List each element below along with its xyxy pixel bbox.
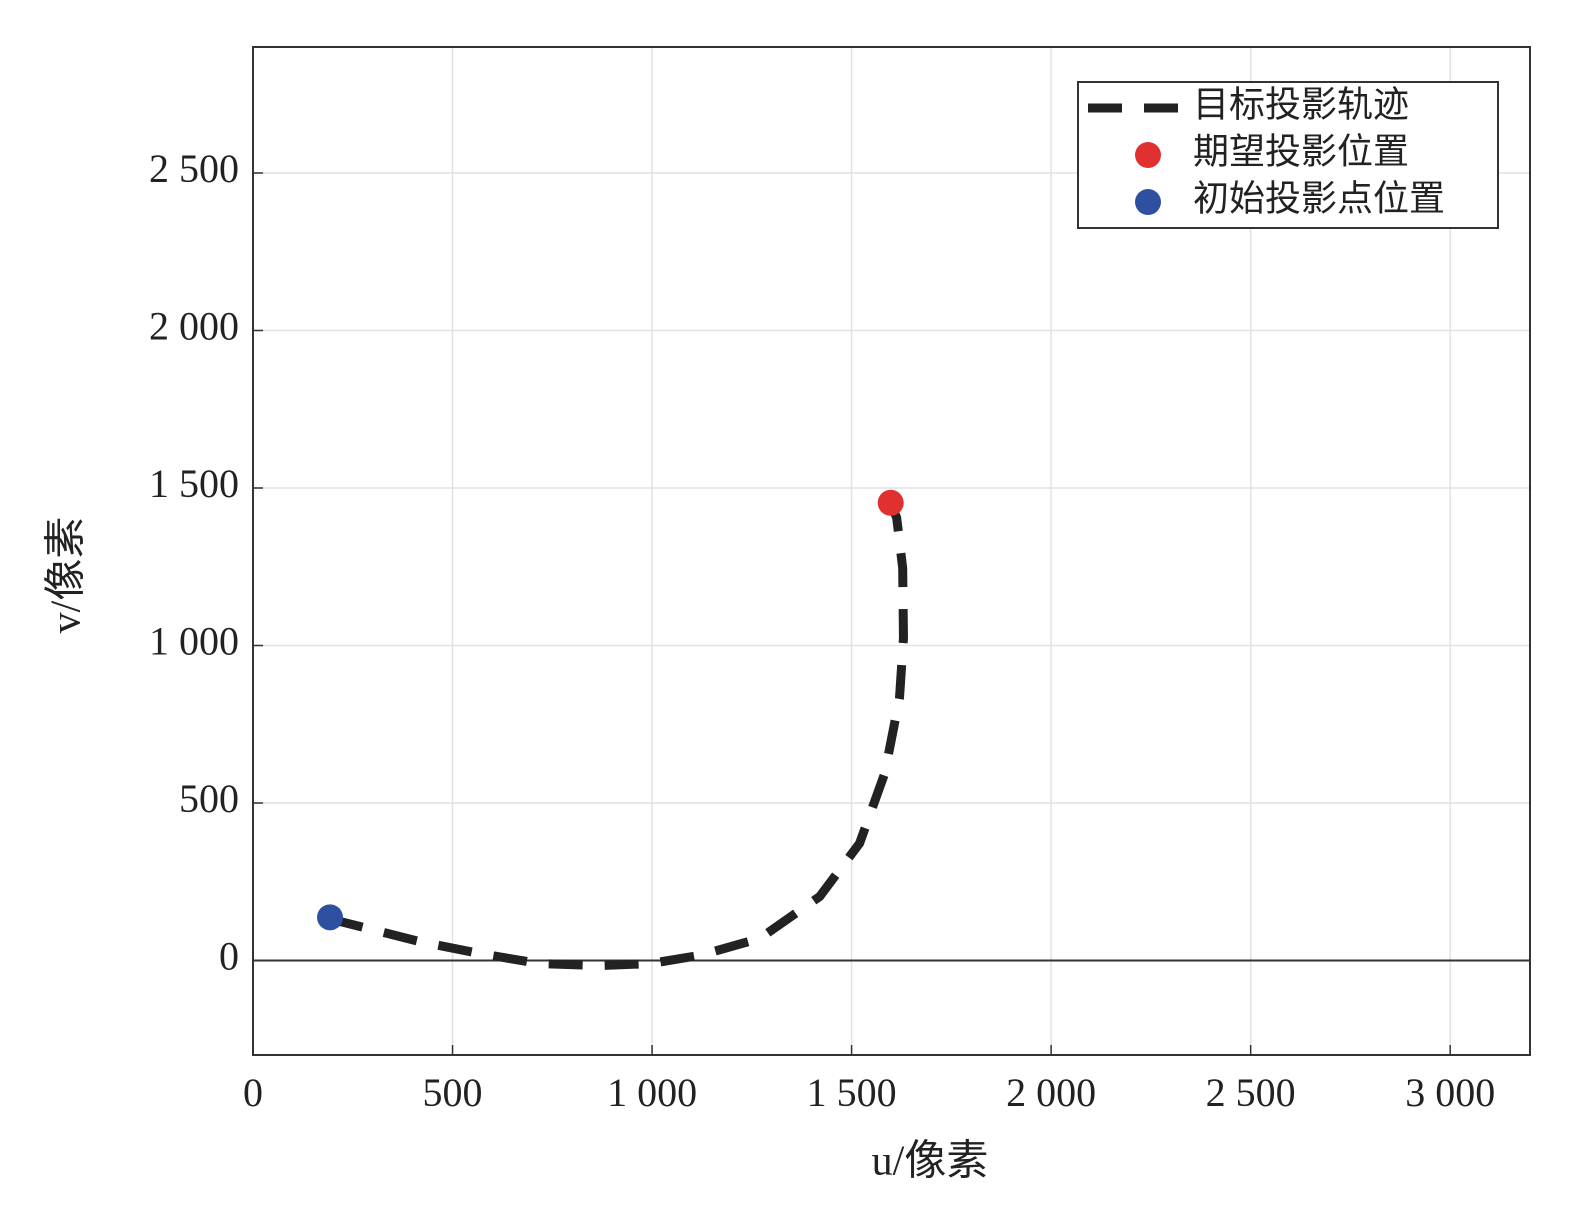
legend-label: 目标投影轨迹 <box>1193 84 1409 124</box>
x-tick-label: 1 500 <box>807 1070 897 1115</box>
x-tick-label: 1 000 <box>607 1070 697 1115</box>
legend-label: 期望投影位置 <box>1193 131 1409 171</box>
y-axis-label: v/像素 <box>44 517 90 634</box>
x-tick-label: 500 <box>423 1070 483 1115</box>
y-tick-label: 2 500 <box>149 146 239 191</box>
point <box>317 904 344 931</box>
y-tick-label: 2 000 <box>149 304 239 349</box>
y-tick-label: 1 500 <box>149 461 239 506</box>
x-tick-label: 2 000 <box>1006 1070 1096 1115</box>
legend-marker <box>1135 142 1161 168</box>
y-tick-label: 1 000 <box>149 619 239 664</box>
x-tick-label: 2 500 <box>1206 1070 1296 1115</box>
plot-frame <box>252 46 1531 1056</box>
x-tick-label: 3 000 <box>1405 1070 1495 1115</box>
y-tick-label: 500 <box>179 776 239 821</box>
x-tick-label: 0 <box>243 1070 263 1115</box>
legend-marker <box>1135 189 1161 215</box>
legend-label: 初始投影点位置 <box>1193 178 1445 218</box>
y-tick-label: 0 <box>219 934 239 979</box>
x-axis-label: u/像素 <box>872 1139 989 1185</box>
point <box>877 489 904 516</box>
trajectory-line <box>328 501 908 971</box>
